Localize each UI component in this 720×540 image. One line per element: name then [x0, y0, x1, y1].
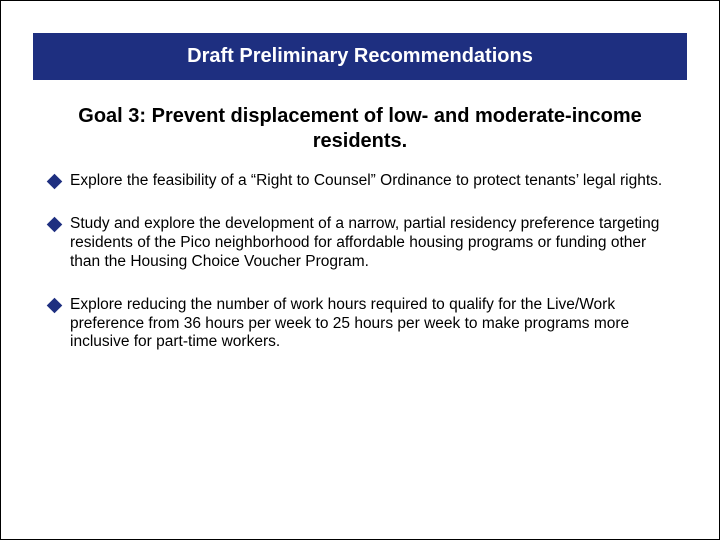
title-text: Draft Preliminary Recommendations — [187, 45, 533, 67]
slide: Draft Preliminary Recommendations Goal 3… — [0, 0, 720, 540]
goal-text: Goal 3: Prevent displacement of low- and… — [78, 105, 641, 152]
title-bar: Draft Preliminary Recommendations — [33, 33, 687, 80]
list-item: Explore reducing the number of work hour… — [49, 296, 663, 353]
bullet-text: Explore reducing the number of work hour… — [70, 296, 663, 353]
bullet-list: Explore the feasibility of a “Right to C… — [1, 172, 719, 352]
goal-heading: Goal 3: Prevent displacement of low- and… — [1, 80, 719, 172]
bullet-text: Study and explore the development of a n… — [70, 215, 663, 272]
diamond-bullet-icon — [47, 174, 63, 190]
list-item: Explore the feasibility of a “Right to C… — [49, 172, 663, 191]
bullet-text: Explore the feasibility of a “Right to C… — [70, 172, 662, 191]
diamond-bullet-icon — [47, 297, 63, 313]
diamond-bullet-icon — [47, 217, 63, 233]
list-item: Study and explore the development of a n… — [49, 215, 663, 272]
